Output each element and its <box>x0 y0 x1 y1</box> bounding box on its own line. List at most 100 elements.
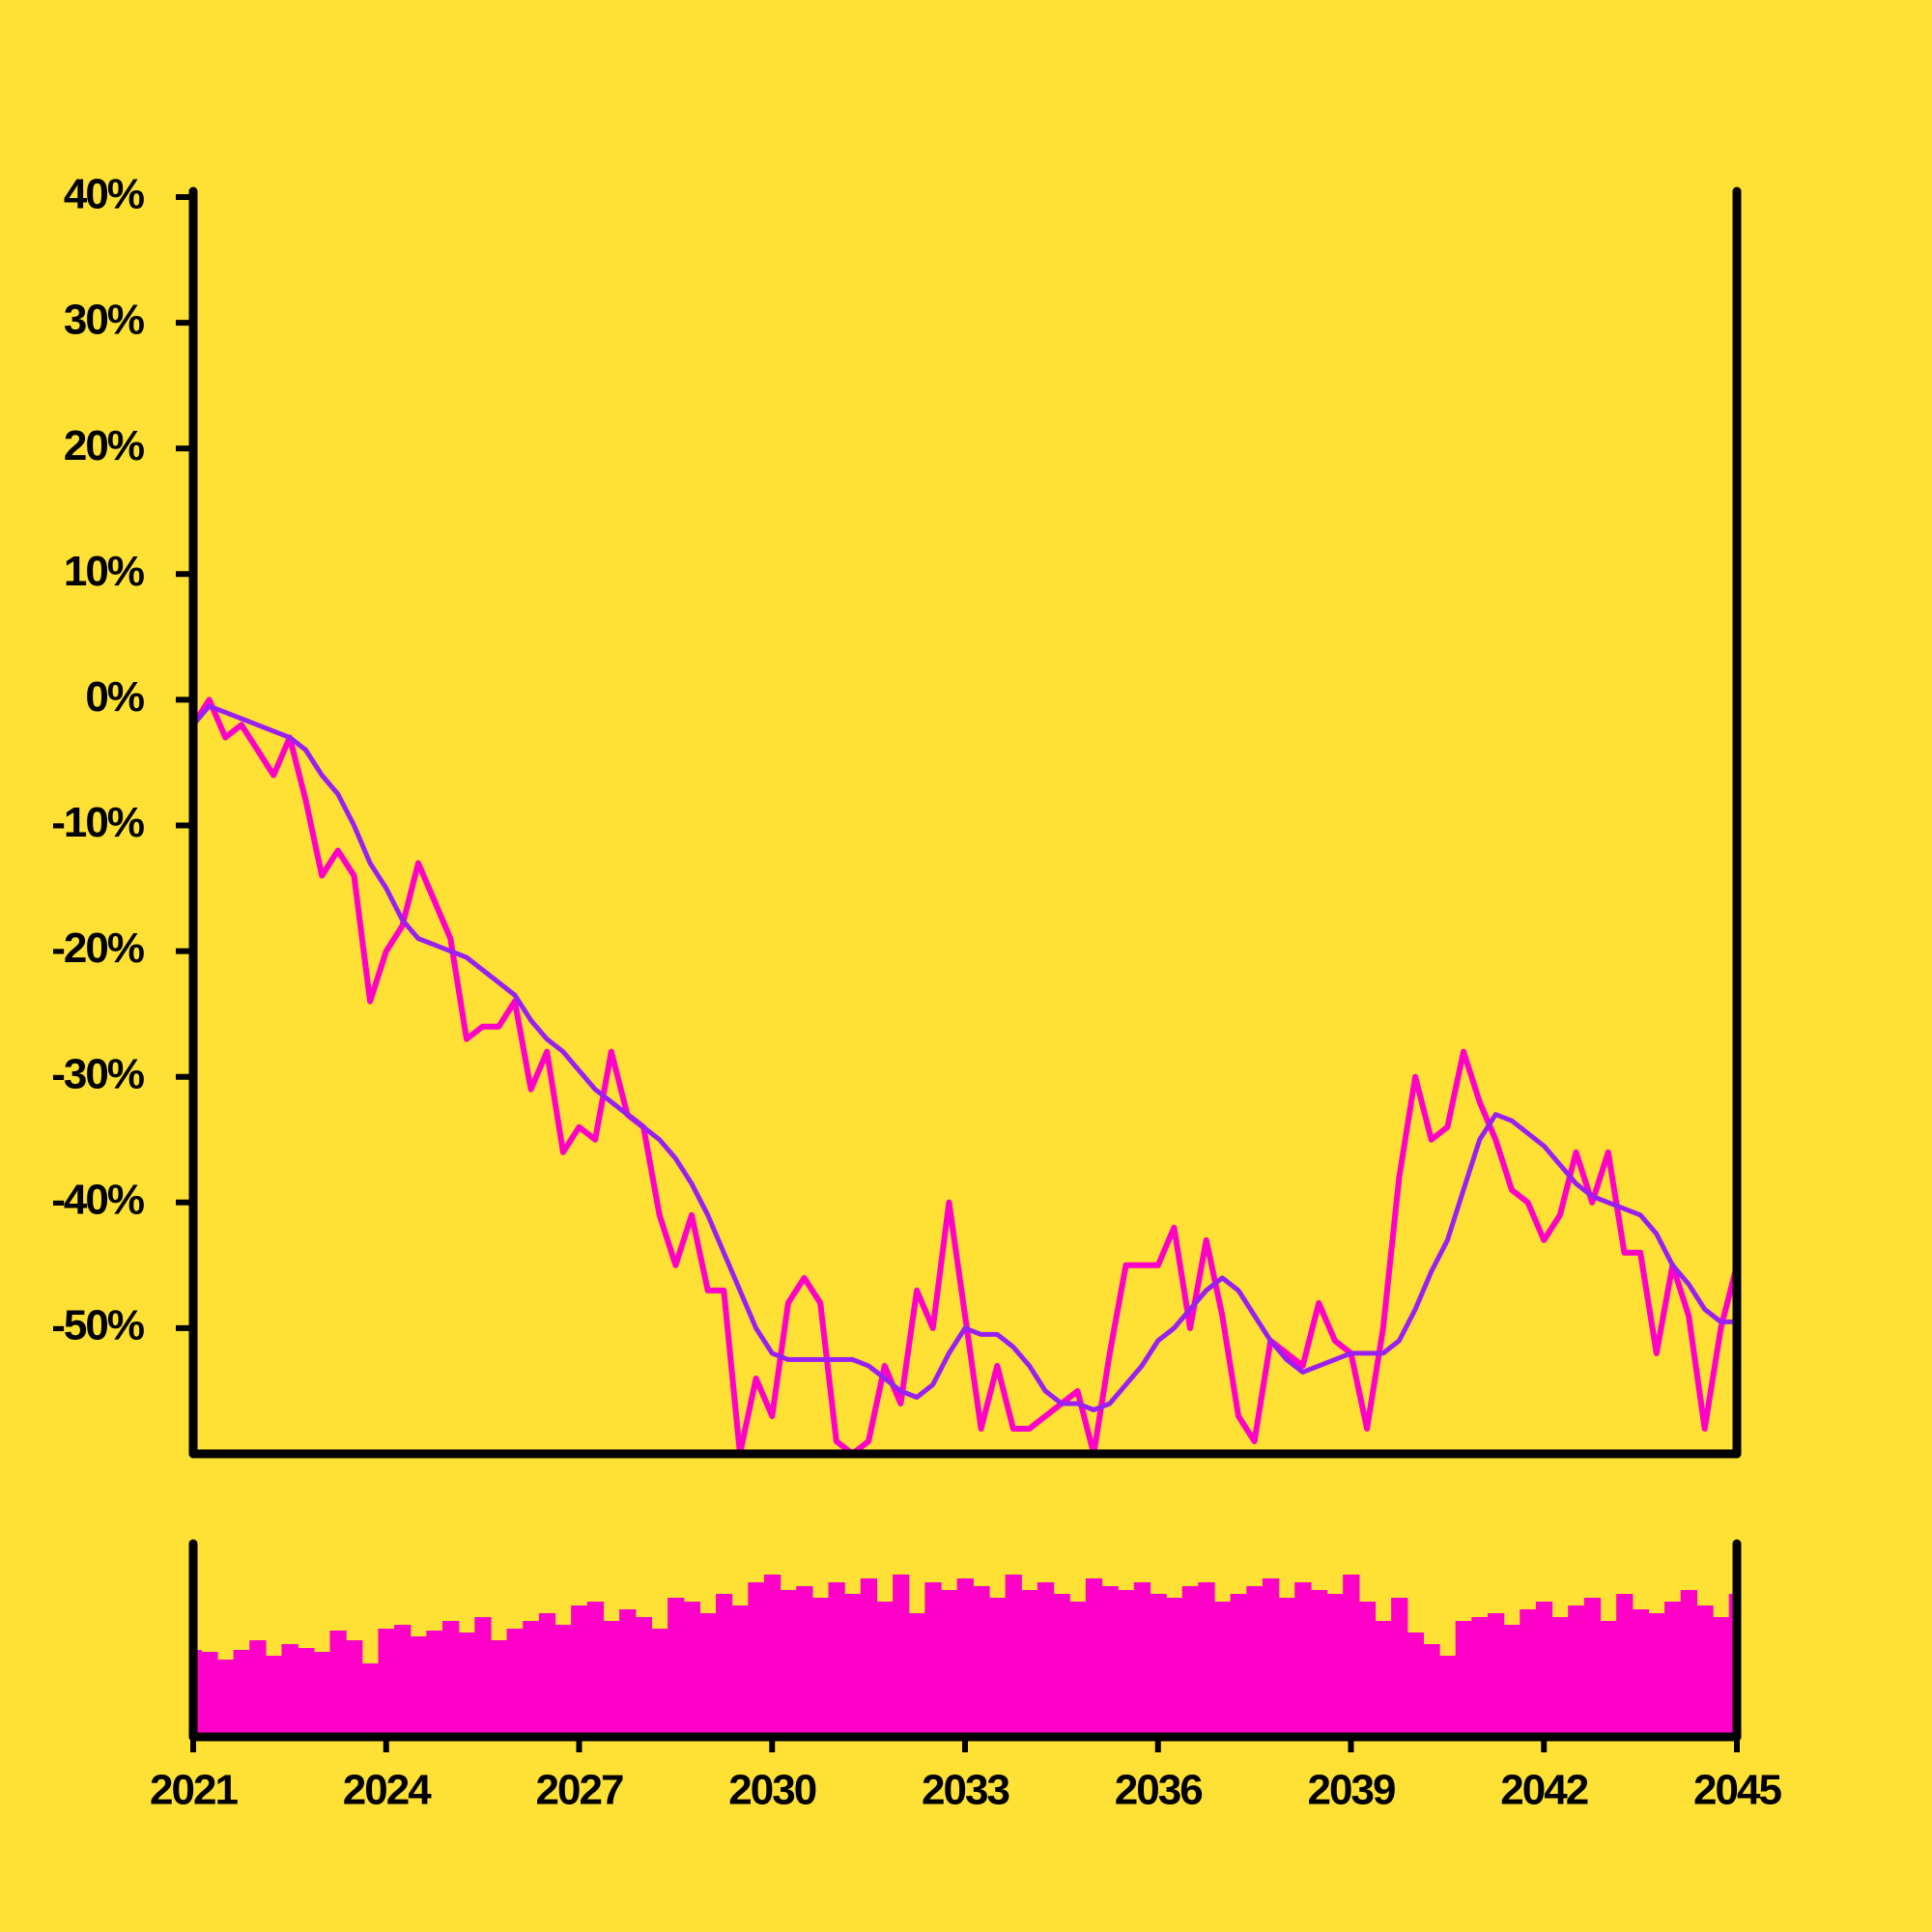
bar <box>1680 1590 1697 1737</box>
bar <box>1101 1586 1119 1737</box>
bar <box>1310 1590 1328 1737</box>
axes: 40% 30% 20% 10% 0% -10% -20% -30% -40% -50% 2021 20… <box>51 171 1783 1814</box>
bar <box>1358 1602 1377 1737</box>
bar <box>956 1578 974 1737</box>
bar <box>1150 1594 1167 1737</box>
bar <box>1053 1594 1070 1737</box>
line-plot <box>193 696 1737 1454</box>
bar <box>683 1602 700 1737</box>
bar <box>1118 1590 1135 1737</box>
bar <box>1085 1578 1103 1737</box>
bar <box>1391 1598 1408 1737</box>
bar <box>442 1621 460 1737</box>
bar <box>651 1629 668 1737</box>
bar <box>668 1598 685 1737</box>
bar <box>1214 1602 1232 1737</box>
bar <box>490 1640 508 1737</box>
bar <box>298 1648 315 1737</box>
bar <box>523 1621 540 1737</box>
bar <box>908 1613 925 1737</box>
x-tick-label: 2030 <box>728 1767 815 1814</box>
bar <box>1181 1586 1199 1737</box>
bar <box>973 1586 990 1737</box>
bar <box>1037 1582 1055 1737</box>
bar <box>1616 1594 1634 1737</box>
bar <box>1246 1586 1264 1737</box>
bar <box>1021 1590 1038 1737</box>
bar <box>586 1602 605 1737</box>
bar <box>1583 1598 1602 1737</box>
bar <box>893 1575 910 1737</box>
bar <box>1439 1656 1457 1737</box>
line-series <box>193 696 1737 1454</box>
y-tick-label: -30% <box>51 1050 144 1097</box>
y-tick-label: 10% <box>64 548 144 595</box>
bar <box>233 1650 250 1737</box>
bar <box>265 1656 283 1737</box>
y-tick-label: -10% <box>51 799 144 846</box>
x-tick-label: 2021 <box>150 1767 238 1814</box>
bar <box>1520 1609 1537 1737</box>
bar <box>1278 1598 1295 1737</box>
bar <box>1326 1594 1344 1737</box>
bar <box>1262 1578 1280 1737</box>
bar <box>941 1590 958 1737</box>
bar <box>1664 1602 1682 1737</box>
bar <box>1423 1644 1440 1737</box>
bar <box>1375 1621 1392 1737</box>
bar <box>1294 1582 1312 1737</box>
y-tick-label: 20% <box>64 422 144 469</box>
bar <box>346 1640 363 1737</box>
bar <box>361 1663 380 1737</box>
bar <box>1069 1602 1087 1737</box>
bar <box>1343 1575 1360 1737</box>
bar <box>538 1613 556 1737</box>
line-series <box>193 703 1737 1412</box>
x-tick-label: 2045 <box>1693 1767 1781 1814</box>
bar <box>1535 1602 1553 1737</box>
y-tick-label: -50% <box>51 1302 144 1350</box>
bar <box>1005 1575 1022 1737</box>
bar <box>1455 1621 1472 1737</box>
x-tick-label: 2036 <box>1115 1767 1202 1814</box>
bar <box>458 1633 475 1737</box>
bar <box>844 1594 862 1737</box>
bar <box>635 1617 653 1737</box>
bar <box>763 1575 781 1737</box>
bar <box>811 1598 830 1737</box>
bar <box>329 1631 347 1737</box>
bar <box>876 1602 894 1737</box>
bar <box>1471 1617 1489 1737</box>
bar <box>1487 1613 1505 1737</box>
y-tick-label: -40% <box>51 1176 144 1223</box>
bar <box>748 1582 765 1737</box>
bar <box>378 1629 395 1737</box>
bar <box>1648 1613 1665 1737</box>
y-tick-label: -20% <box>51 924 144 972</box>
bar <box>426 1631 443 1737</box>
bar-plot <box>193 1575 1737 1737</box>
bar <box>1198 1582 1215 1737</box>
y-tick-label: 0% <box>85 673 143 721</box>
bar <box>571 1605 588 1737</box>
bar <box>506 1629 524 1737</box>
y-tick-label: 30% <box>64 297 144 344</box>
bar <box>731 1605 749 1737</box>
x-tick-label: 2039 <box>1308 1767 1395 1814</box>
bar <box>410 1636 427 1737</box>
bar <box>554 1625 572 1737</box>
bar <box>924 1582 942 1737</box>
bar <box>1713 1617 1730 1737</box>
bar <box>619 1609 637 1737</box>
bar <box>1406 1633 1425 1737</box>
x-tick-label: 2024 <box>343 1767 432 1814</box>
y-tick-label: 40% <box>64 171 144 218</box>
bar <box>1632 1609 1650 1737</box>
bar <box>1230 1594 1247 1737</box>
bar <box>216 1660 235 1737</box>
bar <box>313 1652 331 1737</box>
bar <box>249 1640 267 1737</box>
bar <box>860 1578 878 1737</box>
